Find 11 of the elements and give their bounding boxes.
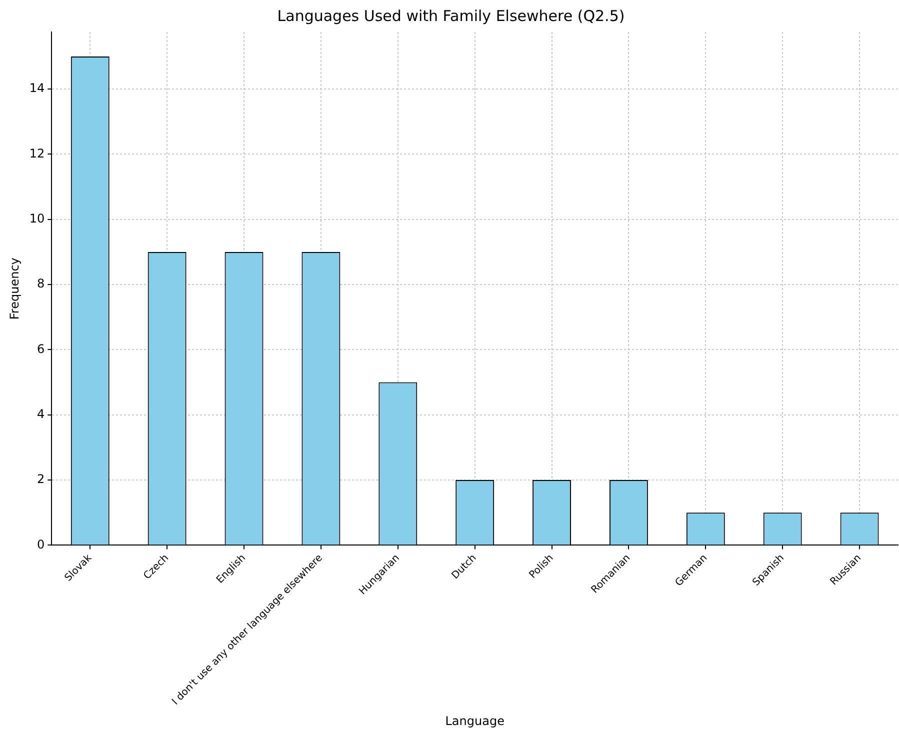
y-tick-label: 10 [29, 211, 45, 226]
y-tick-label: 0 [37, 537, 45, 552]
y-tick-label: 4 [37, 406, 45, 421]
y-tick-label: 2 [37, 472, 45, 486]
y-tick-label: 12 [29, 146, 45, 160]
y-tick-label: 6 [37, 342, 45, 356]
chart-title: Languages Used with Family Elsewhere (Q2.5) [277, 6, 625, 25]
x-axis-title: Language [445, 714, 504, 728]
y-tick-label: 8 [37, 276, 45, 291]
y-axis-title: Frequency [7, 258, 22, 320]
y-tick-label: 14 [29, 81, 45, 96]
